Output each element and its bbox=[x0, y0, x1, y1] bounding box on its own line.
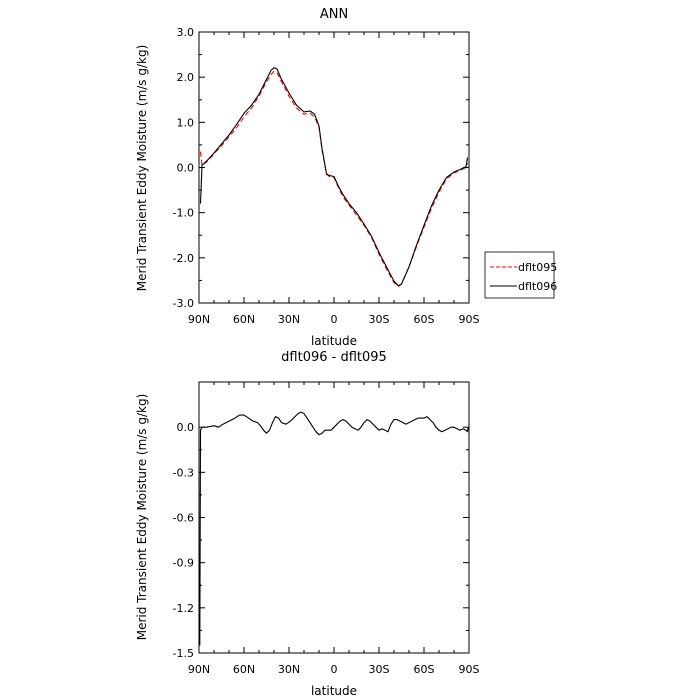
bottom-y-axis-label: Merid Transient Eddy Moisture (m/s g/kg) bbox=[135, 394, 149, 641]
top-x-tick-label: 60N bbox=[233, 313, 255, 326]
top-x-tick-label: 30N bbox=[278, 313, 300, 326]
bottom-x-tick-label: 30S bbox=[369, 663, 390, 676]
bottom-y-tick-label: -0.3 bbox=[173, 466, 194, 479]
bottom-panel: dflt096 - dflt095 0.0 -0.3 -0.6 -0.9 -1.2 -1.… bbox=[135, 350, 480, 698]
bottom-y-tick-label: 0.0 bbox=[177, 421, 195, 434]
top-y-tick-label: 0.0 bbox=[177, 162, 195, 175]
top-x-tick-label: 90N bbox=[188, 313, 210, 326]
top-x-tick-label: 90S bbox=[459, 313, 480, 326]
bottom-x-axis-label: latitude bbox=[311, 684, 357, 698]
top-chart-title: ANN bbox=[320, 7, 348, 22]
legend-label-dflt096: dflt096 bbox=[518, 280, 557, 293]
legend-label-dflt095: dflt095 bbox=[518, 261, 557, 274]
top-x-tick-label: 60S bbox=[414, 313, 435, 326]
top-y-tick-label: 1.0 bbox=[177, 116, 195, 129]
top-y-tick-label: -3.0 bbox=[173, 297, 194, 310]
top-plot-frame bbox=[198, 31, 470, 304]
series-line-dflt096 bbox=[199, 67, 469, 287]
bottom-x-tick-label: 90N bbox=[188, 663, 210, 676]
bottom-y-tick-label: -0.9 bbox=[173, 557, 194, 570]
top-y-tick-label: 2.0 bbox=[177, 71, 195, 84]
top-x-axis-label: latitude bbox=[311, 334, 357, 348]
top-y-tick-label: -1.0 bbox=[173, 207, 194, 220]
top-x-tick-label: 30S bbox=[369, 313, 390, 326]
bottom-x-tick-label: 90S bbox=[459, 663, 480, 676]
top-x-tick-label: 0 bbox=[331, 313, 338, 326]
bottom-y-tick-label: -0.6 bbox=[173, 512, 194, 525]
bottom-x-tick-label: 30N bbox=[278, 663, 300, 676]
bottom-difference-line bbox=[199, 411, 469, 646]
bottom-x-tick-label: 60S bbox=[414, 663, 435, 676]
top-y-tick-label: 3.0 bbox=[177, 26, 195, 39]
bottom-y-tick-label: -1.5 bbox=[173, 647, 194, 660]
bottom-chart-title: dflt096 - dflt095 bbox=[281, 350, 387, 365]
bottom-x-tick-label: 60N bbox=[233, 663, 255, 676]
bottom-y-tick-label: -1.2 bbox=[173, 602, 194, 615]
top-y-tick-label: -2.0 bbox=[173, 252, 194, 265]
legend-box bbox=[484, 251, 555, 299]
bottom-plot-frame bbox=[198, 381, 470, 654]
top-y-axis-label: Merid Transient Eddy Moisture (m/s g/kg) bbox=[135, 45, 149, 292]
top-panel: ANN 3.0 2.0 1.0 0.0 -1.0 -2.0 -3.0 90N 60N 30N 0 3… bbox=[135, 7, 557, 348]
bottom-x-tick-label: 0 bbox=[331, 663, 338, 676]
legend: dflt095 dflt096 bbox=[484, 251, 557, 299]
series-line-dflt095 bbox=[199, 70, 469, 287]
